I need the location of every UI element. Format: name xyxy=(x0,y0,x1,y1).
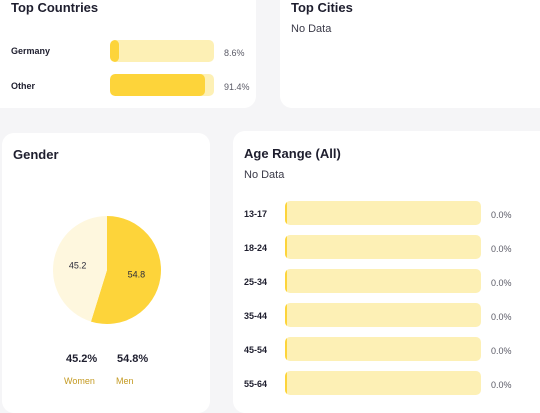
pie-slice-women xyxy=(53,216,107,322)
age-bar-fill-55-64 xyxy=(285,371,287,395)
age-bar-55-64 xyxy=(285,371,481,395)
pie-slices: 54.8 45.2 xyxy=(53,216,162,324)
country-percent-germany: 8.6% xyxy=(224,48,245,58)
women-percent: 45.2% xyxy=(66,353,98,365)
age-bar-18-24 xyxy=(285,235,481,259)
age-label-25-34: 25-34 xyxy=(244,277,268,287)
top-countries-title: Top Countries xyxy=(11,0,99,15)
age-label-18-24: 18-24 xyxy=(244,243,268,253)
country-bar-other xyxy=(110,74,214,96)
gender-pie-chart: 54.8 45.2 xyxy=(53,216,162,324)
country-bar-germany xyxy=(110,40,214,62)
age-percent-55-64: 0.0% xyxy=(491,380,512,390)
age-label-35-44: 35-44 xyxy=(244,311,268,321)
age-percent-25-34: 0.0% xyxy=(491,278,512,288)
age-range-empty: No Data xyxy=(244,169,285,181)
gender-card: Gender 54.8 45.2 45.2% 54.8% Women Men xyxy=(2,133,210,413)
age-bar-fill-35-44 xyxy=(285,303,287,327)
age-percent-35-44: 0.0% xyxy=(491,312,512,322)
age-range-card: Age Range (All) No Data 13-17 0.0% 18-24 0.… xyxy=(233,131,540,413)
top-cities-empty: No Data xyxy=(291,23,332,35)
age-percent-18-24: 0.0% xyxy=(491,244,512,254)
age-label-45-54: 45-54 xyxy=(244,345,268,355)
age-bar-13-17 xyxy=(285,201,481,225)
country-bar-fill-other xyxy=(110,74,206,96)
top-countries-card: Top Countries Germany 8.6% Other 91.4% xyxy=(0,0,256,108)
age-bar-fill-18-24 xyxy=(285,235,287,259)
pie-slice-men xyxy=(90,216,162,324)
country-label-germany: Germany xyxy=(11,46,51,56)
women-label: Women xyxy=(64,376,95,386)
age-range-title: Age Range (All) xyxy=(244,146,341,161)
age-label-13-17: 13-17 xyxy=(244,209,268,219)
age-percent-45-54: 0.0% xyxy=(491,346,512,356)
age-bar-fill-25-34 xyxy=(285,269,287,293)
men-label: Men xyxy=(116,376,134,386)
age-percent-13-17: 0.0% xyxy=(491,210,512,220)
gender-title: Gender xyxy=(13,147,59,162)
top-cities-title: Top Cities xyxy=(291,0,353,15)
country-label-other: Other xyxy=(11,81,36,91)
age-bar-25-34 xyxy=(285,269,481,293)
age-bar-fill-13-17 xyxy=(285,201,287,225)
age-bar-45-54 xyxy=(285,337,481,361)
age-bar-fill-45-54 xyxy=(285,337,287,361)
men-percent: 54.8% xyxy=(117,353,149,365)
pie-label-men: 54.8 xyxy=(128,269,146,279)
pie-label-women: 45.2 xyxy=(69,261,87,271)
top-cities-card: Top Cities No Data xyxy=(280,0,540,108)
age-label-55-64: 55-64 xyxy=(244,379,268,389)
country-percent-other: 91.4% xyxy=(224,82,250,92)
country-bar-fill-germany xyxy=(110,40,119,62)
age-bar-35-44 xyxy=(285,303,481,327)
